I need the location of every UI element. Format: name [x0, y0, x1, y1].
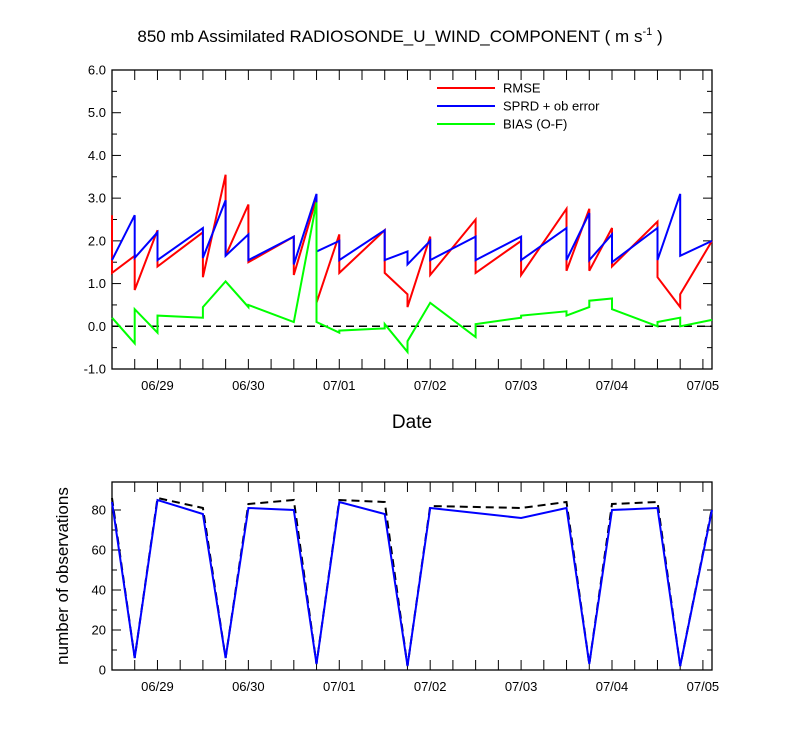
top-y-tick-label: 3.0: [88, 191, 106, 206]
top-y-tick-label: 4.0: [88, 148, 106, 163]
top-y-tick-label: 0.0: [88, 319, 106, 334]
top-y-tick-label: 6.0: [88, 63, 106, 78]
bottom-x-tick-label: 07/03: [505, 679, 538, 694]
top-y-tick-label: -1.0: [84, 362, 106, 377]
top-legend-label: SPRD + ob error: [503, 99, 600, 114]
bottom-x-tick-label: 07/04: [596, 679, 629, 694]
bottom-plot-frame: [111, 481, 713, 671]
top-x-tick-label: 06/29: [141, 378, 174, 393]
bottom-y-tick-label: 0: [99, 663, 106, 678]
bottom-y-tick-label: 40: [92, 583, 106, 598]
top-x-tick-label: 07/04: [596, 378, 629, 393]
bottom-chart: 0 20 40 60 80 06/29 06/30 07/01 07/02 07/03 07/04 0…: [53, 481, 720, 694]
top-y-tick-label: 2.0: [88, 233, 106, 248]
top-x-tick-label: 07/02: [414, 378, 447, 393]
top-series-bias-o-f: [111, 202, 713, 355]
top-x-axis-label: Date: [392, 412, 432, 433]
bottom-y-tick-label: 60: [92, 543, 106, 558]
top-plot-frame: [111, 69, 713, 370]
bottom-y-tick-label: 20: [92, 623, 106, 638]
bottom-x-tick-label: 07/01: [323, 679, 356, 694]
top-x-tick-label: 07/03: [505, 378, 538, 393]
bottom-x-tick-label: 06/29: [141, 679, 174, 694]
top-y-tick-label: 5.0: [88, 105, 106, 120]
top-x-tick-label: 07/05: [687, 378, 720, 393]
top-chart-title: 850 mb Assimilated RADIOSONDE_U_WIND_COM…: [137, 26, 662, 46]
bottom-x-tick-label: 06/30: [232, 679, 265, 694]
bottom-x-tick-label: 07/05: [687, 679, 720, 694]
bottom-y-axis-label: number of observations: [53, 487, 72, 665]
top-chart: -1.0 0.0 1.0 2.0 3.0 4.0 5.0 6.0 06/29 06/30 07/01…: [84, 63, 720, 434]
top-legend-label: RMSE: [503, 81, 541, 96]
bottom-y-tick-label: 80: [92, 503, 106, 518]
top-x-tick-label: 06/30: [232, 378, 265, 393]
top-legend-label: BIAS (O-F): [503, 117, 567, 132]
bottom-series-assimilated: [111, 498, 713, 667]
top-x-tick-label: 07/01: [323, 378, 356, 393]
bottom-x-tick-label: 07/02: [414, 679, 447, 694]
top-series-sprd-ob-error: [111, 193, 713, 267]
bottom-series-available: [111, 496, 713, 667]
top-y-tick-label: 1.0: [88, 276, 106, 291]
